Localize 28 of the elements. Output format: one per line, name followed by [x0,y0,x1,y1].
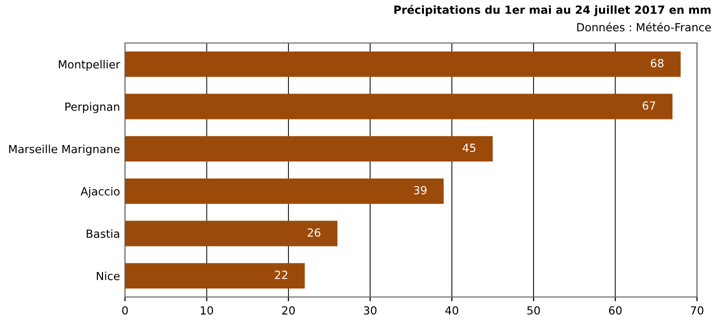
x-tick-label: 40 [445,306,458,315]
x-tick-label: 10 [200,306,214,315]
x-tick-label: 30 [364,306,376,315]
data-label: 22 [275,270,288,279]
data-label: 39 [414,186,426,194]
bar [125,178,444,204]
data-label: 45 [462,144,476,152]
bar [125,220,338,246]
bar [125,263,305,289]
y-tick-label: Perpignan [65,102,120,114]
y-tick-label: Montpellier [58,60,120,71]
y-tick-label: Bastia [86,229,120,238]
x-tick-label: 60 [608,306,622,315]
bar [125,136,493,162]
x-tick-label: 20 [282,306,295,315]
x-tick-label: 0 [122,306,128,315]
chart-subtitle: Données : Météo-France [577,22,711,32]
bar [125,94,672,120]
y-tick-label: Nice [96,272,120,280]
x-tick-label: 50 [527,306,540,315]
x-tick-label: 70 [690,306,704,315]
y-tick-label: Ajaccio [80,186,120,198]
data-label: 26 [308,228,320,237]
chart-title: Précipitations du 1er mai au 24 juillet 2017 en mm [394,4,711,16]
y-tick-label: Marseille Marignane [9,144,120,156]
data-label: 68 [650,58,664,68]
bar [125,51,681,77]
data-label: 67 [642,101,656,110]
